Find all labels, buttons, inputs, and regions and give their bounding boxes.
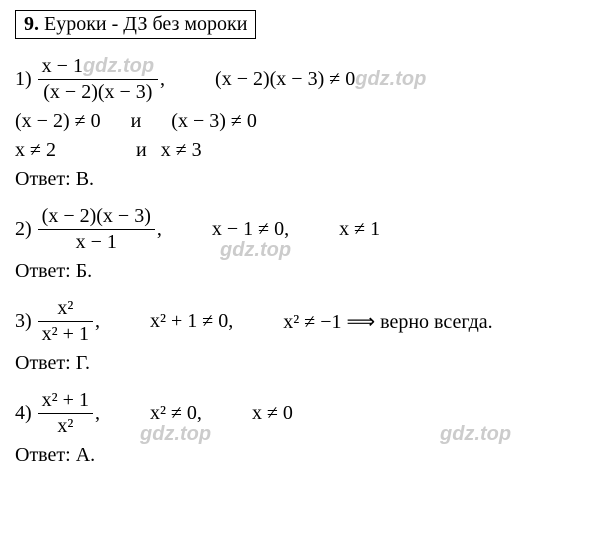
header-num: 9. <box>24 13 39 35</box>
answer-value: Б. <box>76 260 92 282</box>
p2-cond2: x ≠ 1 <box>339 218 380 241</box>
p1-condition: (x − 2)(x − 3) ≠ 0 <box>215 68 355 91</box>
p1-res-b: x ≠ 3 <box>161 139 202 162</box>
answer-value: А. <box>76 444 95 466</box>
p4-fraction: x² + 1 x² <box>38 389 93 438</box>
p3-label: 3) <box>15 310 32 333</box>
header-text: Еуроки - ДЗ без мороки <box>44 13 247 35</box>
p2-line1: 2) (x − 2)(x − 3) x − 1 , x − 1 ≠ 0, x ≠… <box>15 205 584 254</box>
p1-res-a: x ≠ 2 <box>15 139 56 162</box>
watermark: gdz.top <box>83 55 154 77</box>
comma: , <box>95 310 100 333</box>
p3-line1: 3) x² x² + 1 , x² + 1 ≠ 0, x² ≠ −1 ⟹ вер… <box>15 297 584 346</box>
p1-step-a: (x − 2) ≠ 0 <box>15 110 101 133</box>
p3-numerator: x² <box>38 297 93 321</box>
p1-denominator: (x − 2)(x − 3) <box>38 79 158 104</box>
answer-value: Г. <box>76 352 90 374</box>
comma: , <box>95 402 100 425</box>
p4-label: 4) <box>15 402 32 425</box>
p4-numerator: x² + 1 <box>38 389 93 413</box>
p1-line1: 1) x − 1gdz.top (x − 2)(x − 3) , (x − 2)… <box>15 55 584 104</box>
watermark: gdz.top <box>355 68 426 91</box>
answer-label: Ответ: <box>15 168 76 190</box>
p3-cond2: x² ≠ −1 ⟹ верно всегда. <box>283 309 492 334</box>
and-text: и <box>136 139 147 162</box>
p1-line3: x ≠ 2 и x ≠ 3 <box>15 139 584 162</box>
comma: , <box>160 68 165 91</box>
p3-cond1: x² + 1 ≠ 0, <box>150 310 233 333</box>
p4-denominator: x² <box>38 413 93 438</box>
p2-answer: Ответ: Б. <box>15 260 584 283</box>
p2-cond1: x − 1 ≠ 0, <box>212 218 289 241</box>
watermark: gdz.top <box>440 423 511 446</box>
p1-label: 1) <box>15 68 32 91</box>
answer-value: В. <box>76 168 94 190</box>
p1-fraction: x − 1gdz.top (x − 2)(x − 3) <box>38 55 158 104</box>
answer-label: Ответ: <box>15 444 76 466</box>
p4-cond2: x ≠ 0 <box>252 402 293 425</box>
and-text: и <box>131 110 142 133</box>
p3-answer: Ответ: Г. <box>15 352 584 375</box>
comma: , <box>157 218 162 241</box>
p2-denominator: x − 1 <box>38 229 155 254</box>
answer-label: Ответ: <box>15 352 76 374</box>
p1-step-b: (x − 3) ≠ 0 <box>171 110 257 133</box>
answer-label: Ответ: <box>15 260 76 282</box>
watermark: gdz.top <box>140 423 211 446</box>
watermark: gdz.top <box>220 239 291 262</box>
p1-num-text: x − 1 <box>42 55 83 77</box>
p1-answer: Ответ: В. <box>15 168 584 191</box>
p2-fraction: (x − 2)(x − 3) x − 1 <box>38 205 155 254</box>
p1-line2: (x − 2) ≠ 0 и (x − 3) ≠ 0 <box>15 110 584 133</box>
p3-denominator: x² + 1 <box>38 321 93 346</box>
p3-fraction: x² x² + 1 <box>38 297 93 346</box>
header-box: 9. Еуроки - ДЗ без мороки <box>15 10 256 39</box>
p4-line1: 4) x² + 1 x² , x² ≠ 0, x ≠ 0 gdz.top gdz… <box>15 389 584 438</box>
p1-numerator: x − 1gdz.top <box>38 55 158 79</box>
p4-cond1: x² ≠ 0, <box>150 402 202 425</box>
p2-label: 2) <box>15 218 32 241</box>
p4-answer: Ответ: А. <box>15 444 584 467</box>
p2-numerator: (x − 2)(x − 3) <box>38 205 155 229</box>
